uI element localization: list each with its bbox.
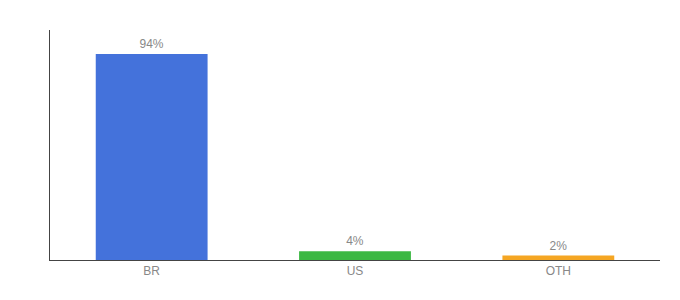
svg-text:US: US xyxy=(347,264,364,278)
svg-text:2%: 2% xyxy=(549,239,567,253)
svg-text:BR: BR xyxy=(143,264,160,278)
svg-text:94%: 94% xyxy=(139,37,163,51)
svg-text:4%: 4% xyxy=(346,234,364,248)
svg-text:OTH: OTH xyxy=(546,264,571,278)
